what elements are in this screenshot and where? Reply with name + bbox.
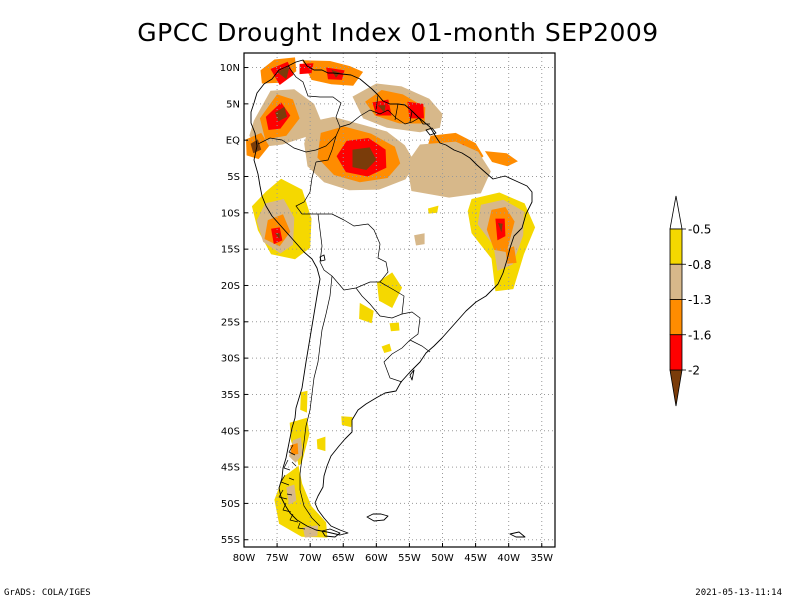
- drought-shading-layer: [246, 57, 536, 538]
- drought-region-3: [277, 66, 290, 80]
- border-uruguay: [383, 339, 431, 383]
- footer-timestamp: 2021-05-13-11:14: [695, 588, 782, 598]
- drought-region-13: [250, 139, 262, 154]
- lon-tick-label: 60W: [365, 553, 388, 564]
- tierra-del-fuego: [321, 528, 341, 538]
- colorbar-swatch: [669, 228, 683, 265]
- border-bolivia-brazil: [343, 219, 389, 283]
- drought-region-11: [275, 106, 287, 122]
- border-colombia-brazil: [315, 135, 337, 163]
- lat-tick-label: 10N: [220, 63, 240, 74]
- drought-region-39: [377, 272, 403, 308]
- lon-tick-label: 80W: [233, 553, 256, 564]
- lat-tick-label: 50S: [221, 499, 240, 510]
- border-argentina-brazil: [401, 311, 421, 341]
- lat-tick-label: 30S: [221, 354, 240, 365]
- lat-tick-label: 15S: [221, 245, 240, 256]
- lake-titicaca: [319, 254, 326, 262]
- border-peru-bolivia-chile: [317, 213, 333, 277]
- colorbar-label: -1.3: [688, 293, 711, 307]
- drought-region-51: [300, 390, 308, 413]
- lon-tick-label: 75W: [266, 553, 289, 564]
- colorbar-label: -0.8: [688, 258, 711, 272]
- drought-region-31: [271, 227, 283, 245]
- colorbar-swatch: [669, 299, 683, 336]
- border-chile-argentina: [299, 275, 333, 527]
- drought-region-49: [302, 525, 319, 538]
- chile-fjord-islands: [278, 444, 306, 530]
- drought-region-38: [505, 246, 517, 264]
- lat-tick-label: 5S: [227, 172, 240, 183]
- footer-credit: GrADS: COLA/IGES: [4, 588, 91, 598]
- south-georgia: [509, 531, 526, 538]
- border-colombia-venezuela: [287, 65, 342, 128]
- border-paraguay: [355, 281, 405, 319]
- lon-tick-label: 55W: [398, 553, 421, 564]
- colorbar: -0.5 -0.8 -1.3 -1.6 -2: [669, 195, 711, 407]
- drought-region-32: [275, 233, 280, 239]
- lon-tick-label: 35W: [530, 553, 553, 564]
- lat-tick-label: 20S: [221, 281, 240, 292]
- lon-tick-label: 45W: [464, 553, 487, 564]
- map-panel: 10N5NEQ5S10S15S20S25S30S35S40S45S50S55S …: [220, 52, 556, 564]
- drought-region-52: [341, 416, 353, 428]
- drought-region-22: [407, 101, 424, 119]
- colorbar-lower-arrow: [669, 369, 683, 407]
- lon-tick-label: 70W: [299, 553, 322, 564]
- drought-region-37: [498, 223, 503, 233]
- lon-tick-label: 40W: [497, 553, 520, 564]
- south-america-coastline: [250, 59, 533, 536]
- map-frame: [243, 52, 556, 548]
- lat-tick-label: 55S: [221, 535, 240, 546]
- colorbar-label: -2: [688, 364, 700, 378]
- lat-tick-label: 35S: [221, 390, 240, 401]
- colorbar-upper-arrow: [669, 195, 683, 230]
- coastline-layer: [250, 59, 533, 538]
- colorbar-label: -0.5: [688, 223, 711, 237]
- lon-tick-label: 65W: [332, 553, 355, 564]
- drought-region-43: [428, 205, 439, 214]
- longitude-axis: 80W 75W 70W 65W 60W 55W 50W 45W 40W 35W: [233, 543, 553, 564]
- country-borders: [257, 65, 431, 527]
- colorbar-label: -1.6: [688, 328, 711, 342]
- lat-tick-label: 10S: [221, 208, 240, 219]
- drought-region-21: [377, 105, 386, 113]
- lat-tick-label: 5N: [226, 99, 240, 110]
- lat-tick-label: 40S: [221, 426, 240, 437]
- border-venezuela-brazil-guyana: [339, 109, 430, 128]
- drought-region-27: [484, 151, 518, 167]
- map-title: GPCC Drought Index 01-month SEP2009: [137, 18, 658, 47]
- drought-region-50: [316, 436, 326, 452]
- lat-tick-label: 25S: [221, 317, 240, 328]
- colorbar-swatch: [669, 334, 683, 371]
- lagoa-dos-patos: [409, 369, 415, 381]
- border-colombia-ecuador-peru: [257, 126, 341, 153]
- drought-region-17: [352, 147, 377, 170]
- border-guianas: [375, 94, 413, 123]
- drought-region-44: [414, 233, 425, 246]
- drought-region-42: [381, 343, 392, 353]
- drought-region-26: [406, 141, 491, 198]
- marajo-island: [425, 127, 437, 136]
- lon-tick-label: 50W: [431, 553, 454, 564]
- drought-region-40: [359, 302, 374, 324]
- drought-region-45: [274, 417, 328, 538]
- lat-tick-label: 45S: [221, 463, 240, 474]
- lat-tick-label: EQ: [226, 136, 240, 147]
- colorbar-swatch: [669, 263, 683, 300]
- falkland-islands: [366, 513, 389, 522]
- border-peru-brazil: [295, 161, 345, 221]
- drought-region-41: [389, 322, 400, 332]
- latitude-axis: 10N 5N EQ 5S 10S 15S 20S 25S 30S 35S 40S 45S 50S 55S: [220, 63, 248, 546]
